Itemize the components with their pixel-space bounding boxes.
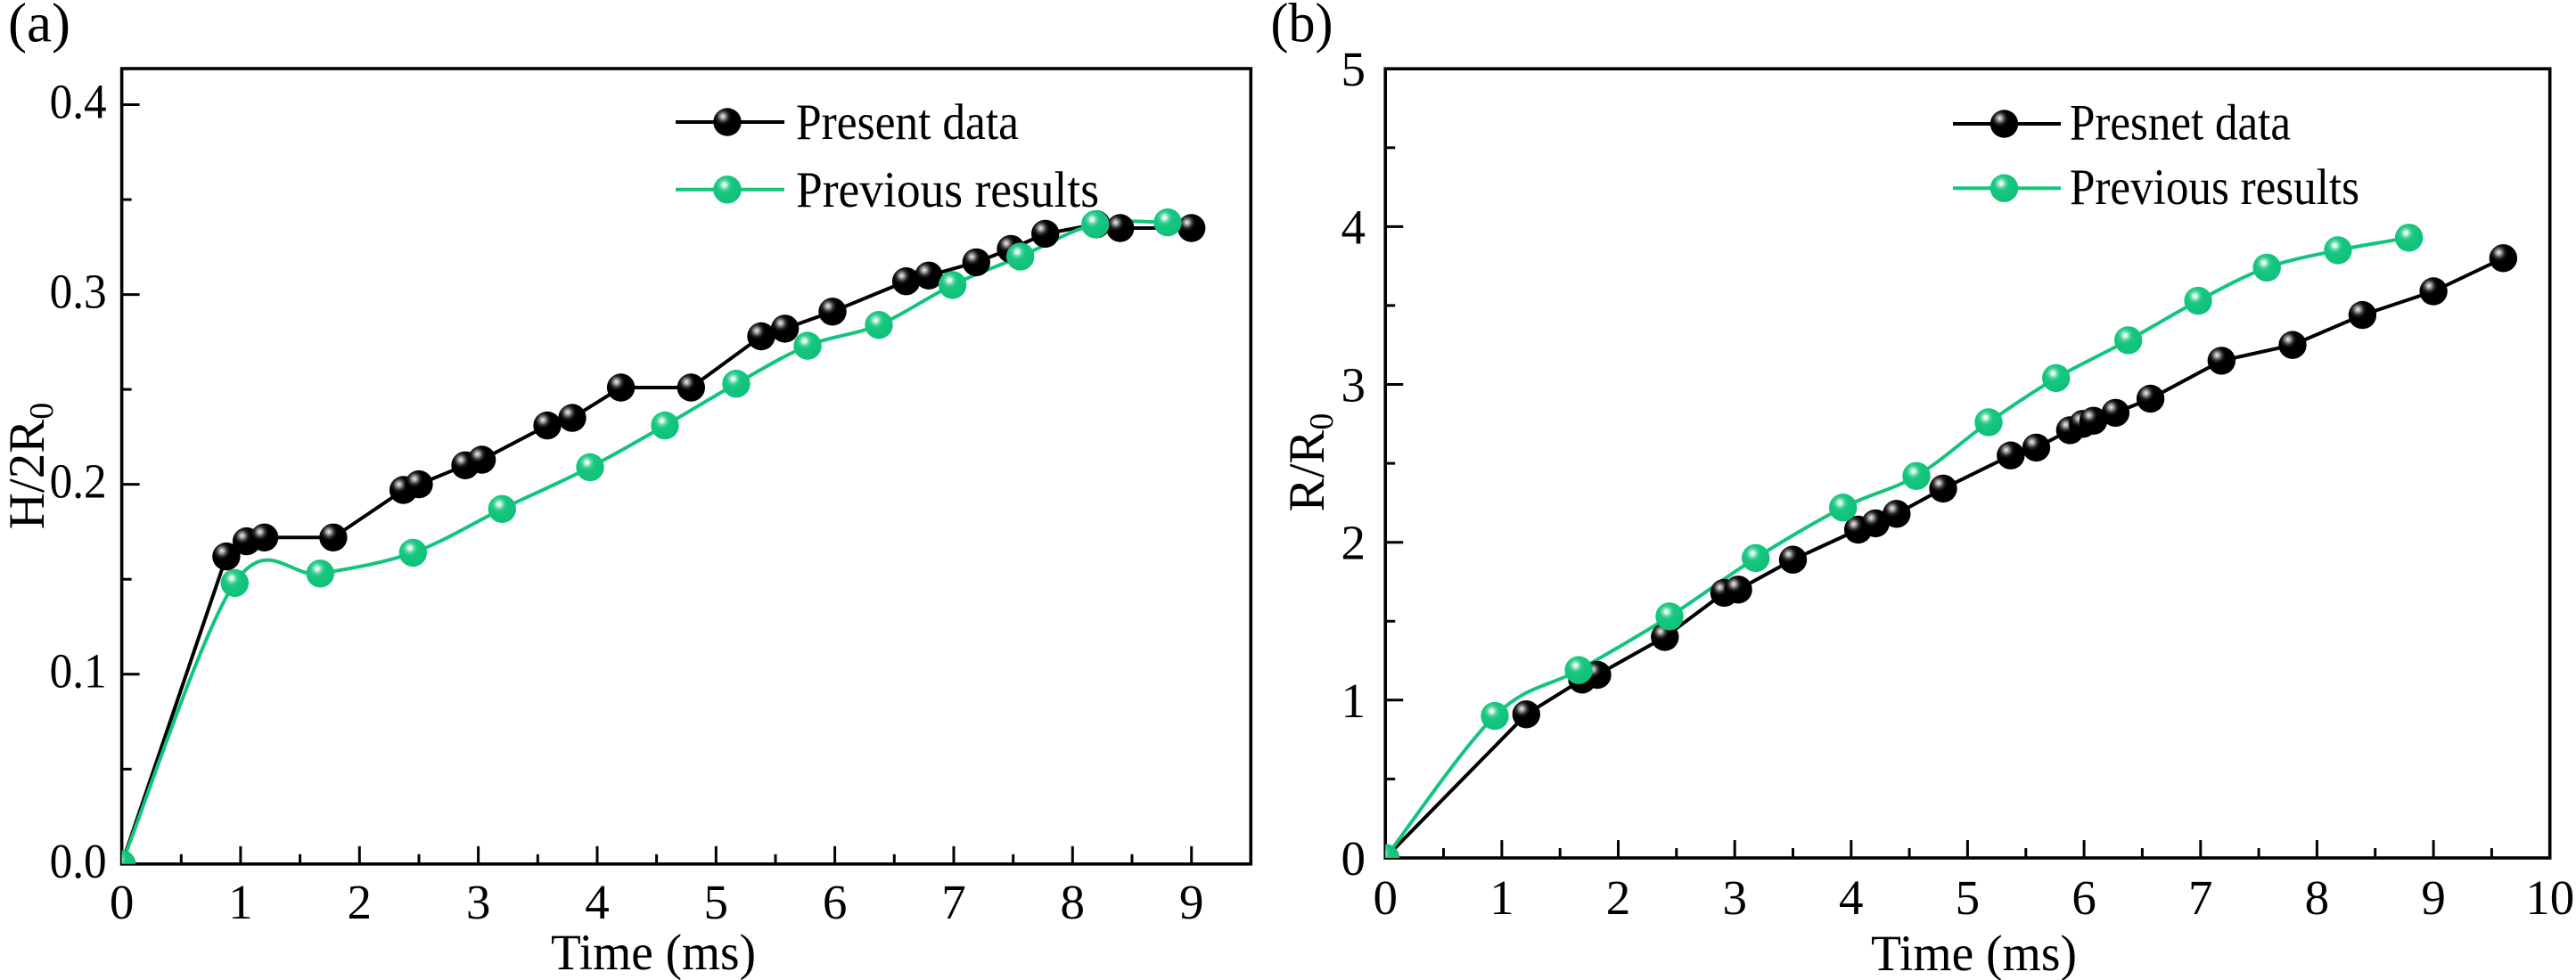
svg-text:Time (ms): Time (ms) (1871, 926, 2077, 980)
svg-text:1: 1 (1341, 674, 1366, 728)
svg-text:0.0: 0.0 (50, 834, 107, 888)
svg-text:4: 4 (585, 875, 610, 929)
svg-text:Presnet data: Presnet data (2070, 95, 2291, 151)
svg-text:Previous results: Previous results (2070, 159, 2359, 216)
svg-text:1: 1 (228, 875, 253, 929)
svg-text:2: 2 (348, 875, 373, 929)
svg-text:Previous results: Previous results (796, 162, 1099, 218)
svg-text:4: 4 (1839, 870, 1864, 925)
svg-text:6: 6 (2071, 870, 2096, 925)
svg-text:0.1: 0.1 (50, 644, 107, 698)
svg-text:H/2R0: H/2R0 (0, 403, 61, 530)
svg-text:2: 2 (1606, 870, 1631, 925)
svg-text:0: 0 (110, 875, 135, 929)
svg-text:10: 10 (2525, 870, 2574, 925)
svg-text:0.3: 0.3 (50, 265, 107, 319)
svg-text:0.4: 0.4 (50, 75, 107, 129)
svg-text:0: 0 (1373, 870, 1398, 925)
svg-text:7: 7 (941, 875, 966, 929)
svg-text:3: 3 (1722, 870, 1747, 925)
svg-text:5: 5 (1956, 870, 1981, 925)
svg-text:2: 2 (1341, 516, 1366, 570)
svg-text:8: 8 (1061, 875, 1086, 929)
svg-text:Time (ms): Time (ms) (551, 925, 756, 980)
svg-text:9: 9 (1179, 875, 1204, 929)
svg-text:0.2: 0.2 (50, 454, 107, 509)
svg-text:8: 8 (2305, 870, 2330, 925)
svg-text:0: 0 (1341, 831, 1366, 886)
svg-text:5: 5 (1341, 42, 1366, 96)
svg-text:3: 3 (1341, 358, 1366, 412)
svg-text:6: 6 (823, 875, 848, 929)
svg-text:(b): (b) (1271, 0, 1333, 54)
svg-text:Present data: Present data (796, 94, 1019, 151)
svg-text:1: 1 (1489, 870, 1514, 925)
svg-text:(a): (a) (8, 0, 70, 54)
svg-text:9: 9 (2421, 870, 2446, 925)
svg-text:4: 4 (1341, 200, 1366, 254)
svg-text:5: 5 (704, 875, 729, 929)
svg-text:7: 7 (2188, 870, 2213, 925)
svg-text:3: 3 (466, 875, 491, 929)
